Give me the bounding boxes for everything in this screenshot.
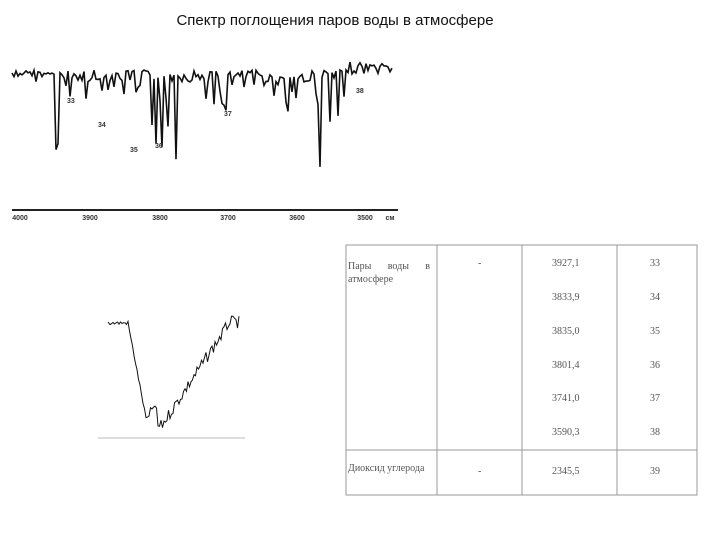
wavenumber: 3927,1 xyxy=(552,258,580,269)
trace xyxy=(107,315,240,428)
x-tick-label: 3600 xyxy=(289,215,305,222)
peak-label: 35 xyxy=(130,147,138,154)
x-tick-label: 3500 xyxy=(357,215,373,222)
wavenumber: 2345,5 xyxy=(552,466,580,477)
substance-name: Пары воды в атмосфере xyxy=(348,261,430,285)
peak-label: 34 xyxy=(98,122,106,129)
peak-label: 38 xyxy=(356,88,364,95)
peak-label: 37 xyxy=(224,111,232,118)
wavenumber: 3741,0 xyxy=(552,393,580,404)
peak-number: 38 xyxy=(650,427,660,438)
wavenumber: 3835,0 xyxy=(552,326,580,337)
slide-title: Спектр поглощения паров воды в атмосфере xyxy=(176,12,494,29)
table-grid xyxy=(345,244,698,496)
x-tick-label: 3800 xyxy=(152,215,168,222)
peak-number: 36 xyxy=(650,360,660,371)
x-tick-label: 3700 xyxy=(220,215,236,222)
dash: - xyxy=(478,466,482,477)
peak-number: 33 xyxy=(650,258,660,269)
trace xyxy=(11,61,393,167)
peak-label: 36 xyxy=(155,143,163,150)
dash: - xyxy=(478,258,482,269)
wavenumber: 3590,3 xyxy=(552,427,580,438)
wavenumber: 3833,9 xyxy=(552,292,580,303)
peak-number: 37 xyxy=(650,393,660,404)
peak-label: 33 xyxy=(67,98,75,105)
peak-number: 39 xyxy=(650,466,660,477)
x-tick-label: 4000 xyxy=(12,215,28,222)
x-tick-label: 3900 xyxy=(82,215,98,222)
peak-number: 34 xyxy=(650,292,660,303)
axis-unit: см xyxy=(385,215,395,222)
spectrum-small xyxy=(107,315,240,428)
peak-number: 35 xyxy=(650,326,660,337)
substance-name: Диоксид углерода xyxy=(348,463,425,474)
wavenumber: 3801,4 xyxy=(552,360,580,371)
spectrum-main xyxy=(11,61,393,167)
